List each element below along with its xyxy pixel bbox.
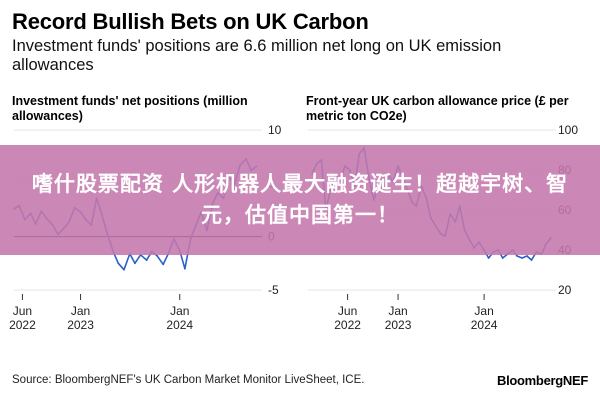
left-data-point (134, 262, 136, 265)
right-data-point (487, 257, 490, 259)
right-y-tick-label: 100 (558, 123, 578, 137)
left-x-tick-label: Jun (13, 304, 32, 318)
right-data-point (521, 257, 523, 259)
brand-logo-text: BloombergNEF (496, 373, 588, 388)
left-panel-title: Investment funds' net positions (million… (12, 94, 248, 123)
left-y-tick-label: -5 (268, 283, 279, 297)
overlay-banner-text: 嗜什股票配资 人形机器人最大融资诞生！超越宇树、智元，估值中国第一！ (31, 172, 569, 227)
chart-subtitle: Investment funds' positions are 6.6 mill… (12, 37, 502, 74)
right-x-tick-label: Jan (388, 304, 407, 318)
overlay-banner: 嗜什股票配资 人形机器人最大融资诞生！超越宇树、智元，估值中国第一！ (0, 145, 600, 255)
left-data-point (123, 268, 125, 271)
right-x-tick-label: 2023 (385, 318, 412, 332)
left-x-tick-label: 2023 (67, 318, 94, 332)
source-note: Source: BloombergNEF's UK Carbon Market … (12, 374, 365, 386)
left-y-tick-label: 10 (268, 123, 282, 137)
right-x-tick-label: 2022 (334, 318, 361, 332)
left-data-point (156, 255, 159, 257)
right-y-tick-label: 20 (558, 283, 572, 297)
right-x-tick-label: Jun (338, 304, 357, 318)
left-x-tick-label: 2022 (9, 318, 36, 332)
left-data-point (184, 267, 186, 270)
right-x-tick-label: 2024 (471, 318, 498, 332)
right-data-point (516, 255, 518, 257)
chart-main-title: Record Bullish Bets on UK Carbon (12, 9, 369, 34)
left-x-tick-label: 2024 (166, 318, 193, 332)
right-x-tick-label: Jan (474, 304, 493, 318)
left-data-point (145, 259, 148, 261)
right-data-point (526, 255, 528, 257)
left-data-point (117, 262, 120, 265)
left-data-point (162, 263, 165, 266)
right-data-point (530, 259, 533, 261)
left-x-tick-label: Jan (71, 304, 90, 318)
right-data-point (501, 257, 504, 259)
left-x-tick-label: Jan (170, 304, 189, 318)
right-panel-title: Front-year UK carbon allowance price (£ … (306, 94, 569, 123)
